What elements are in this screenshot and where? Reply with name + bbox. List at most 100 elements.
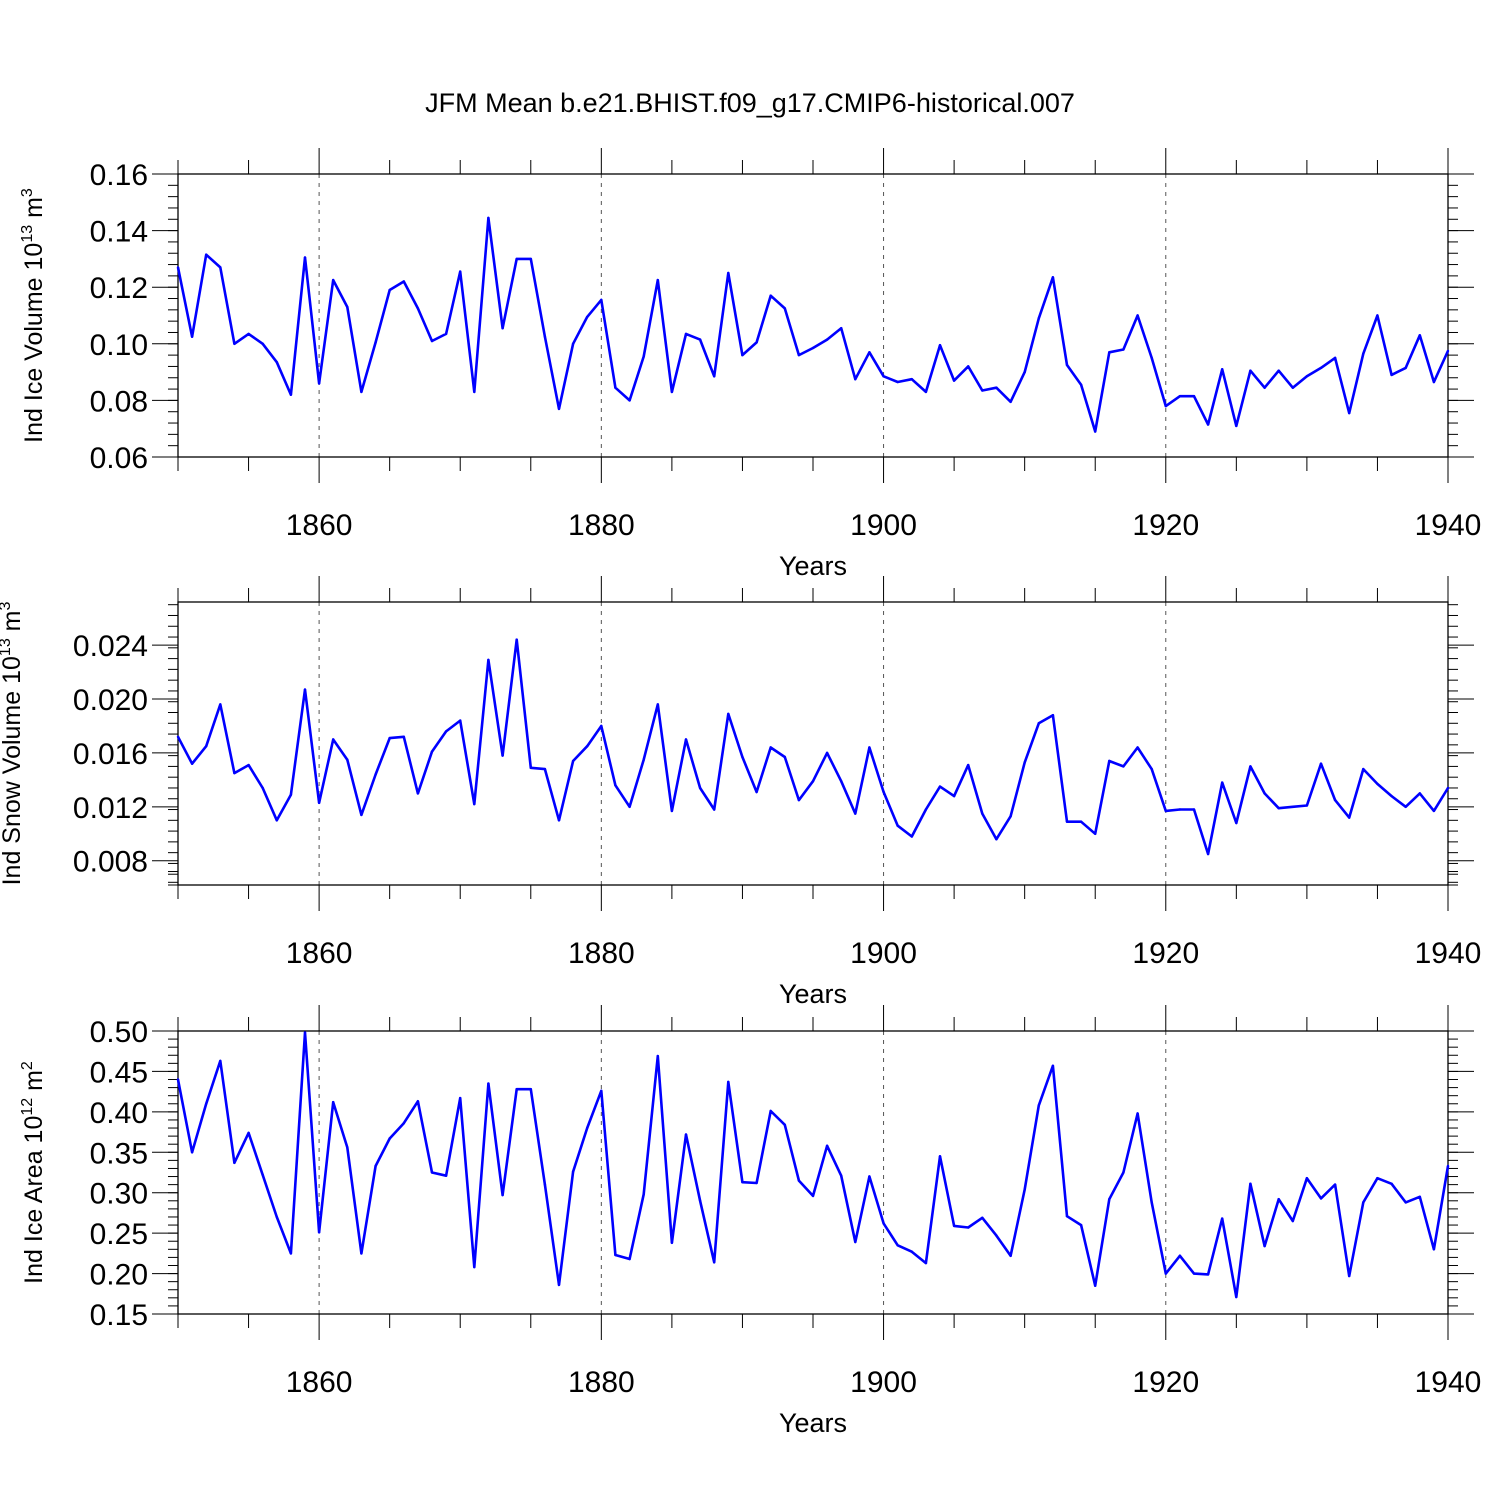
- data-point: [1333, 356, 1337, 360]
- series-line-ice-volume: [176, 216, 1450, 433]
- data-point: [1277, 369, 1280, 372]
- data-point: [628, 805, 631, 808]
- data-point: [501, 754, 504, 757]
- data-point: [1249, 765, 1252, 768]
- data-point: [952, 1224, 956, 1228]
- y-tick-label: 0.016: [73, 738, 148, 771]
- data-point: [261, 1173, 264, 1177]
- x-axis-label: Years: [779, 1408, 847, 1438]
- data-point: [896, 1244, 899, 1247]
- y-tick-label: 0.012: [73, 792, 148, 825]
- series-line-ice-area: [176, 1031, 1450, 1299]
- data-point: [1108, 759, 1111, 763]
- panel-ice-volume: 1860 1880 1900 1920 1940 0.06 0.08 0.10 0.12 0.14…: [19, 148, 1481, 581]
- data-point: [1150, 1201, 1153, 1204]
- data-point: [1362, 767, 1365, 771]
- data-point: [190, 335, 194, 338]
- data-point: [600, 1089, 603, 1093]
- data-point: [444, 730, 448, 733]
- data-point: [854, 1240, 857, 1244]
- data-point: [741, 1181, 744, 1184]
- data-point: [1348, 1274, 1351, 1278]
- data-point: [247, 1131, 250, 1135]
- data-point: [952, 794, 956, 798]
- data-point: [1221, 368, 1224, 371]
- y-tick-label: 0.15: [90, 1299, 148, 1332]
- y-tick-label: 0.008: [73, 846, 148, 879]
- data-point: [656, 278, 659, 282]
- x-tick-label: 1880: [568, 937, 635, 970]
- data-point: [303, 256, 307, 259]
- data-point: [1023, 370, 1026, 374]
- data-point: [1192, 395, 1196, 398]
- data-point: [1079, 383, 1083, 386]
- data-point: [1376, 314, 1379, 317]
- data-point: [600, 298, 603, 302]
- data-point: [825, 751, 829, 755]
- data-point: [1404, 805, 1407, 808]
- data-point: [289, 393, 293, 396]
- data-point: [1009, 1254, 1012, 1258]
- data-point: [684, 1133, 688, 1136]
- data-point: [1221, 781, 1224, 784]
- data-point: [501, 327, 504, 330]
- plot-frame: [177, 173, 1449, 458]
- data-point: [473, 802, 476, 806]
- data-point: [317, 801, 321, 804]
- data-point: [797, 798, 801, 802]
- data-point: [938, 1155, 942, 1158]
- data-point: [769, 1109, 772, 1113]
- data-point: [176, 735, 180, 738]
- y-axis-label-main: Ind Snow Volume 10: [0, 656, 26, 885]
- data-point: [1333, 1183, 1337, 1186]
- data-point: [1305, 804, 1309, 807]
- data-point: [995, 1234, 998, 1237]
- data-point: [261, 342, 264, 345]
- data-point: [388, 1137, 391, 1140]
- y-tick-label: 0.06: [90, 442, 148, 475]
- data-point: [247, 763, 250, 767]
- data-point: [515, 257, 518, 261]
- x-tick-label: 1900: [850, 937, 917, 970]
- data-point: [360, 390, 363, 394]
- data-point: [670, 809, 674, 813]
- data-point: [1178, 1254, 1182, 1258]
- data-point: [233, 771, 236, 775]
- x-tick-label: 1940: [1415, 1366, 1482, 1399]
- data-point: [713, 808, 716, 811]
- data-point: [1079, 820, 1083, 823]
- data-point: [360, 813, 363, 817]
- data-point: [1192, 1272, 1196, 1275]
- data-point: [755, 790, 758, 794]
- data-point: [233, 1161, 236, 1165]
- y-tick-label: 0.020: [73, 684, 148, 717]
- data-point: [1390, 1182, 1393, 1186]
- data-point: [670, 390, 674, 394]
- data-point: [727, 1080, 730, 1084]
- data-point: [219, 703, 222, 706]
- data-point: [303, 688, 307, 691]
- data-point: [910, 1250, 913, 1253]
- data-point: [219, 266, 222, 269]
- data-point: [444, 1174, 448, 1177]
- data-point: [656, 703, 659, 706]
- data-point: [402, 735, 405, 738]
- data-point: [1178, 808, 1182, 811]
- x-tick-label: 1900: [850, 509, 917, 542]
- data-point: [825, 338, 829, 341]
- data-point: [1037, 1104, 1041, 1107]
- y-tick-label: 0.40: [90, 1097, 148, 1130]
- data-point: [924, 1261, 928, 1265]
- data-point: [459, 719, 462, 722]
- data-point: [811, 780, 815, 783]
- data-point: [416, 307, 420, 310]
- data-point: [1122, 348, 1125, 351]
- data-point: [924, 808, 928, 811]
- data-point: [811, 346, 815, 350]
- data-point: [1277, 807, 1280, 810]
- data-point: [1319, 762, 1323, 765]
- data-point: [1348, 411, 1351, 415]
- data-point: [1164, 404, 1168, 408]
- data-point: [910, 378, 913, 381]
- data-point: [459, 1096, 462, 1100]
